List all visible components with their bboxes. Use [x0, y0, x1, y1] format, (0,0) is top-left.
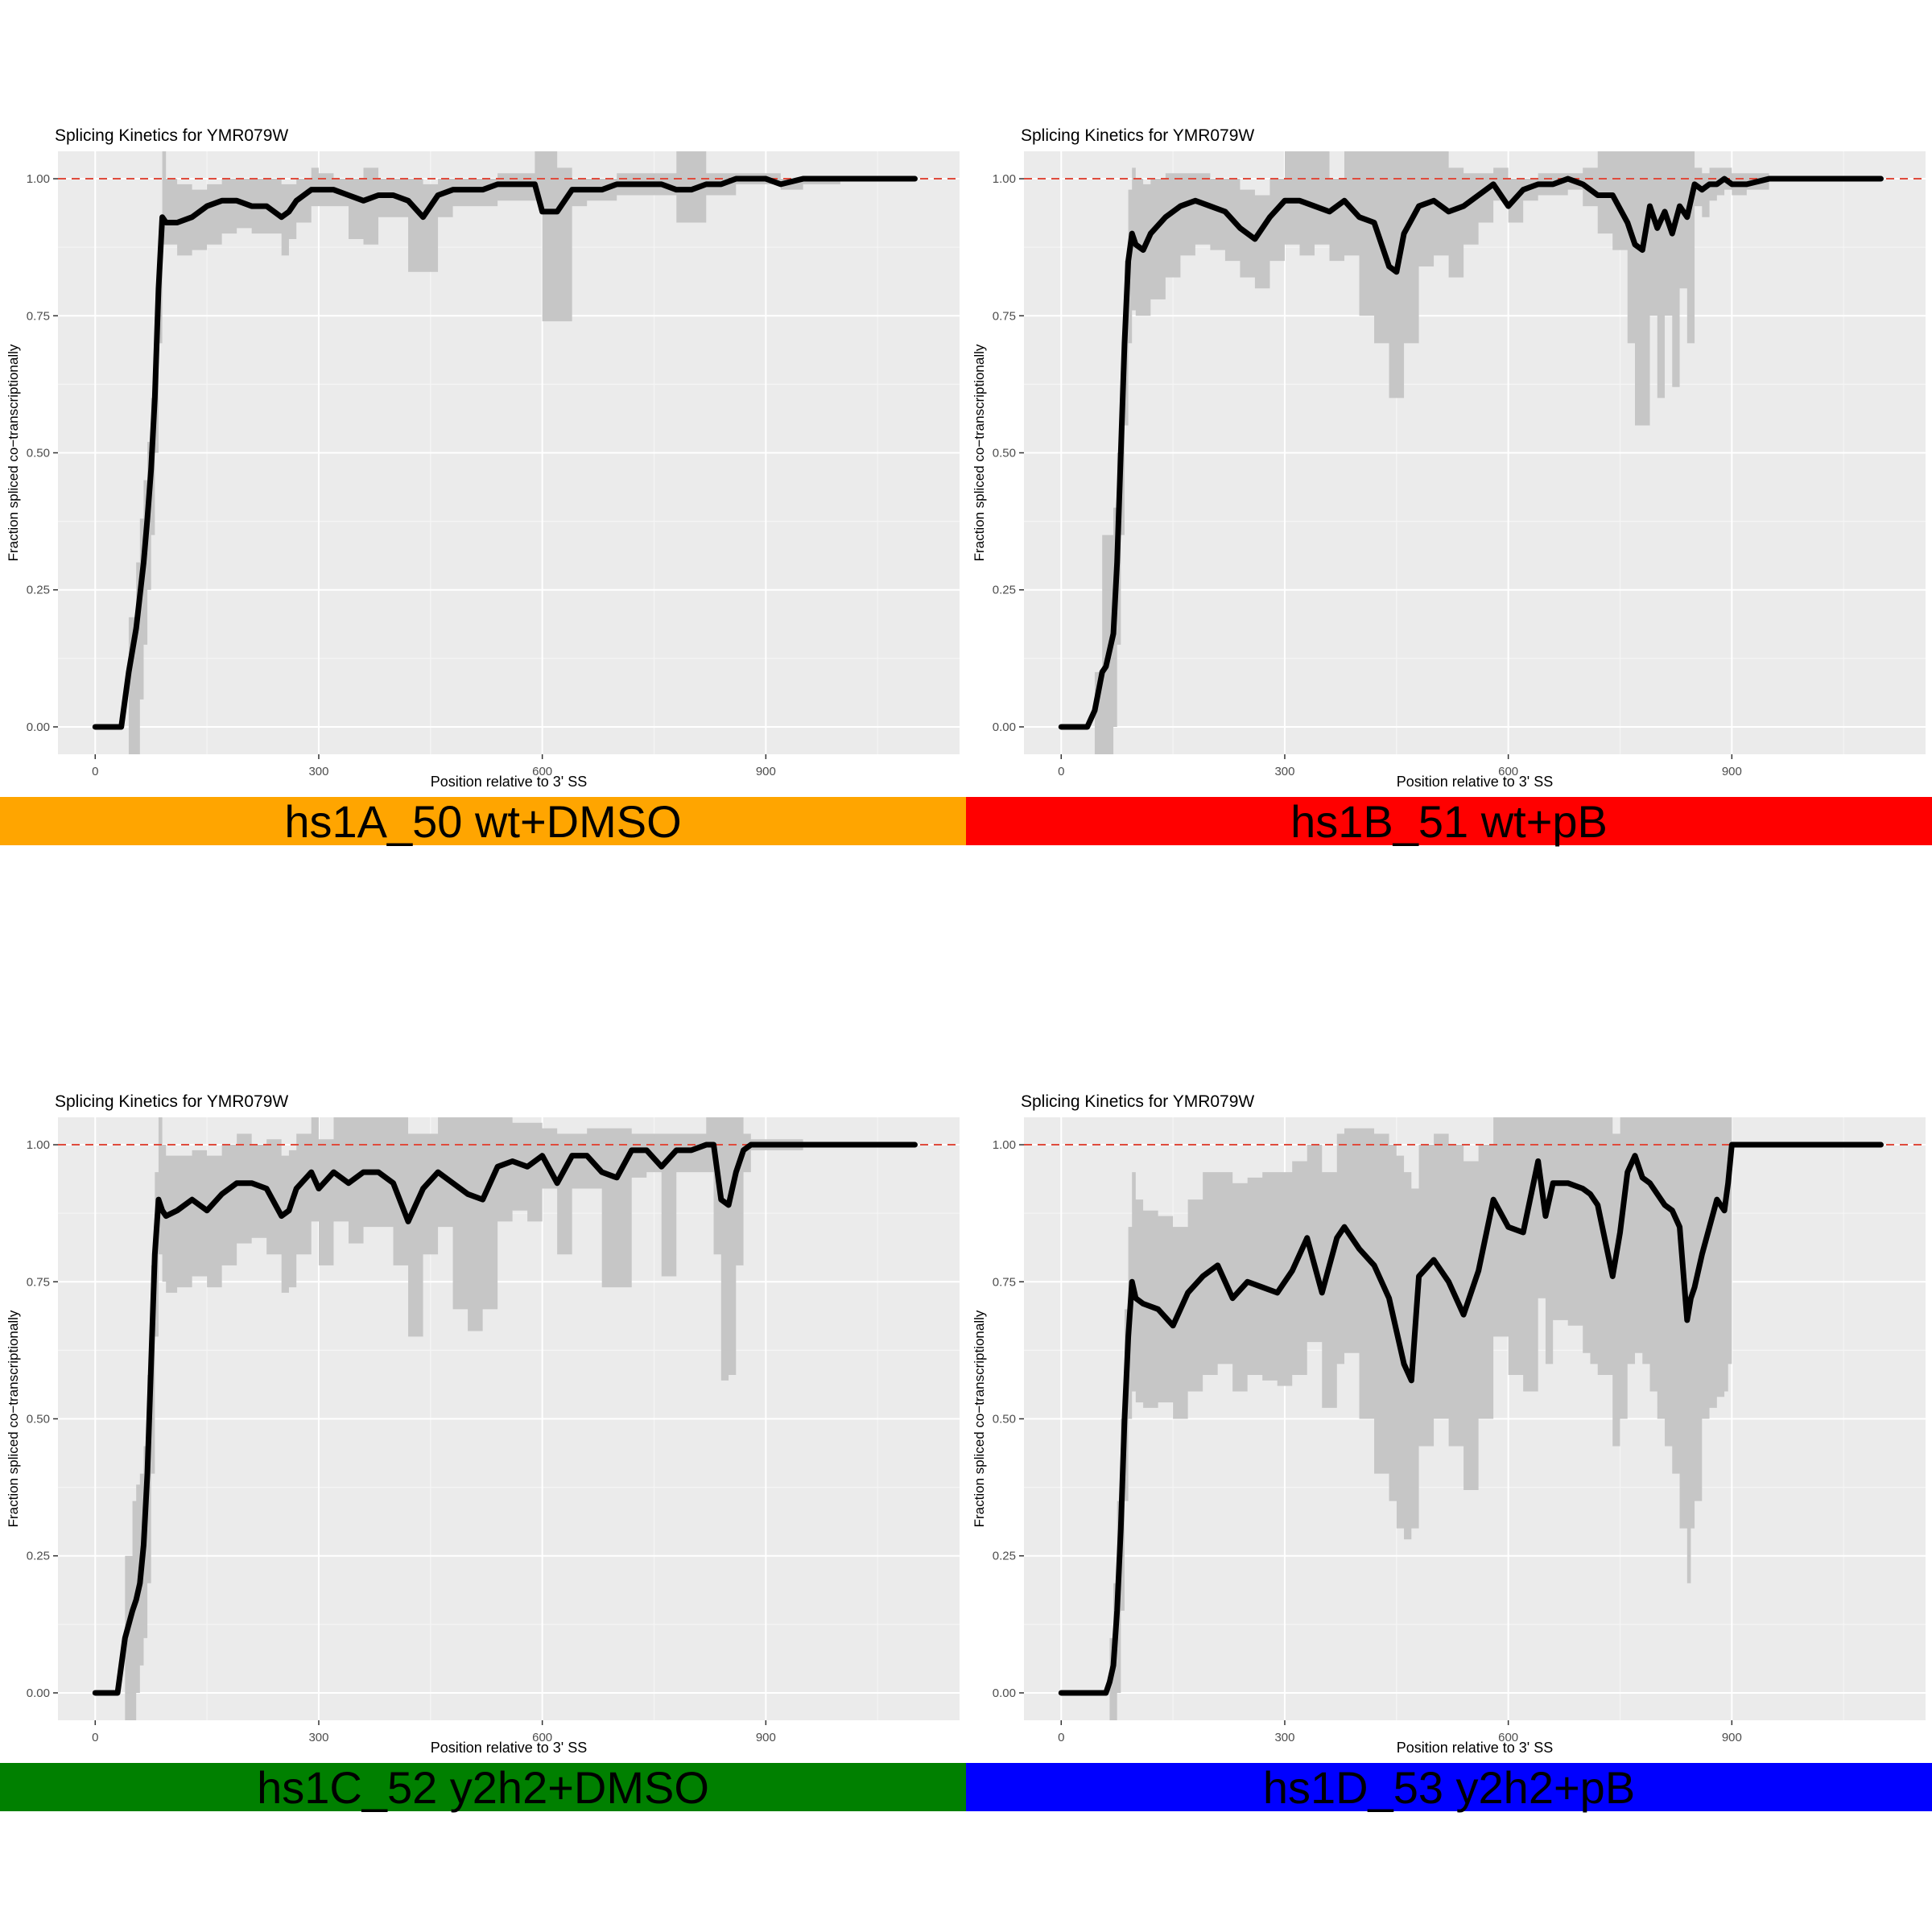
x-tick-label: 0	[1058, 1731, 1064, 1744]
banner-a: hs1A_50 wt+DMSO	[0, 796, 966, 847]
x-tick-label: 900	[756, 1731, 776, 1744]
y-tick-label: 0.50	[993, 447, 1016, 460]
y-axis-label: Fraction spliced co−transcriptionally	[6, 344, 21, 561]
panel-a: 0 300 600 900 0.00 0.25 0.50 0.75 1.00 Splicing K…	[0, 0, 966, 966]
confidence-band	[1061, 151, 1881, 754]
x-tick-label: 300	[308, 765, 328, 778]
series-line	[1058, 175, 1884, 730]
chart-c: 0 300 600 900 0.00 0.25 0.50 0.75 1.00 Splicing K…	[6, 1092, 960, 1756]
chart-a: 0 300 600 900 0.00 0.25 0.50 0.75 1.00 Splicing K…	[6, 126, 960, 790]
confidence-band	[95, 151, 915, 754]
x-tick-label: 300	[308, 1731, 328, 1744]
banner-b: hs1B_51 wt+pB	[966, 796, 1932, 847]
y-tick-label: 0.50	[27, 447, 50, 460]
x-tick-label: 900	[756, 765, 776, 778]
y-tick-label: 0.75	[993, 1275, 1016, 1289]
panel-c: 0 300 600 900 0.00 0.25 0.50 0.75 1.00 Splicing K…	[0, 966, 966, 1932]
y-tick-label: 0.00	[993, 1686, 1016, 1700]
y-tick-label: 1.00	[993, 1138, 1016, 1152]
series-line	[92, 1141, 918, 1696]
y-tick-label: 1.00	[27, 1138, 50, 1152]
banner-d: hs1D_53 y2h2+pB	[966, 1762, 1932, 1813]
panel-d: 0 300 600 900 0.00 0.25 0.50 0.75 1.00 Splicing K…	[966, 966, 1932, 1932]
x-axis-label: Position relative to 3' SS	[1397, 1740, 1554, 1756]
x-tick-label: 900	[1722, 1731, 1742, 1744]
y-axis-label: Fraction spliced co−transcriptionally	[972, 344, 987, 561]
y-tick-label: 0.25	[27, 1550, 50, 1563]
y-tick-label: 0.75	[27, 309, 50, 323]
x-tick-label: 0	[92, 765, 98, 778]
x-tick-label: 600	[532, 765, 552, 778]
y-axis-label: Fraction spliced co−transcriptionally	[6, 1310, 21, 1527]
y-tick-label: 1.00	[993, 172, 1016, 186]
y-tick-label: 0.00	[993, 720, 1016, 734]
y-tick-label: 0.00	[27, 1686, 50, 1700]
y-tick-label: 0.00	[27, 720, 50, 734]
x-tick-label: 300	[1274, 1731, 1294, 1744]
y-axis-label: Fraction spliced co−transcriptionally	[972, 1310, 987, 1527]
x-tick-label: 300	[1274, 765, 1294, 778]
x-tick-label: 900	[1722, 765, 1742, 778]
series-line	[1058, 1141, 1884, 1696]
y-tick-label: 0.50	[27, 1413, 50, 1426]
y-tick-label: 0.75	[993, 309, 1016, 323]
y-tick-label: 0.25	[993, 584, 1016, 597]
chart-d: 0 300 600 900 0.00 0.25 0.50 0.75 1.00 Splicing K…	[972, 1092, 1926, 1756]
x-tick-label: 0	[92, 1731, 98, 1744]
chart-title: Splicing Kinetics for YMR079W	[55, 1092, 288, 1111]
chart-title: Splicing Kinetics for YMR079W	[55, 126, 288, 145]
x-tick-label: 600	[1498, 1731, 1518, 1744]
x-axis-label: Position relative to 3' SS	[1397, 774, 1554, 790]
y-tick-label: 0.25	[993, 1550, 1016, 1563]
panel-b: 0 300 600 900 0.00 0.25 0.50 0.75 1.00 Splicing K…	[966, 0, 1932, 966]
chart-title: Splicing Kinetics for YMR079W	[1021, 126, 1254, 145]
x-tick-label: 600	[1498, 765, 1518, 778]
x-tick-label: 0	[1058, 765, 1064, 778]
confidence-band	[95, 1117, 915, 1720]
x-axis-label: Position relative to 3' SS	[431, 774, 588, 790]
y-tick-label: 0.25	[27, 584, 50, 597]
confidence-band	[1061, 1117, 1881, 1720]
chart-title: Splicing Kinetics for YMR079W	[1021, 1092, 1254, 1111]
series-line	[92, 175, 918, 730]
x-axis-label: Position relative to 3' SS	[431, 1740, 588, 1756]
chart-b: 0 300 600 900 0.00 0.25 0.50 0.75 1.00 Splicing K…	[972, 126, 1926, 790]
banner-c: hs1C_52 y2h2+DMSO	[0, 1762, 966, 1813]
y-tick-label: 0.50	[993, 1413, 1016, 1426]
y-tick-label: 1.00	[27, 172, 50, 186]
x-tick-label: 600	[532, 1731, 552, 1744]
y-tick-label: 0.75	[27, 1275, 50, 1289]
